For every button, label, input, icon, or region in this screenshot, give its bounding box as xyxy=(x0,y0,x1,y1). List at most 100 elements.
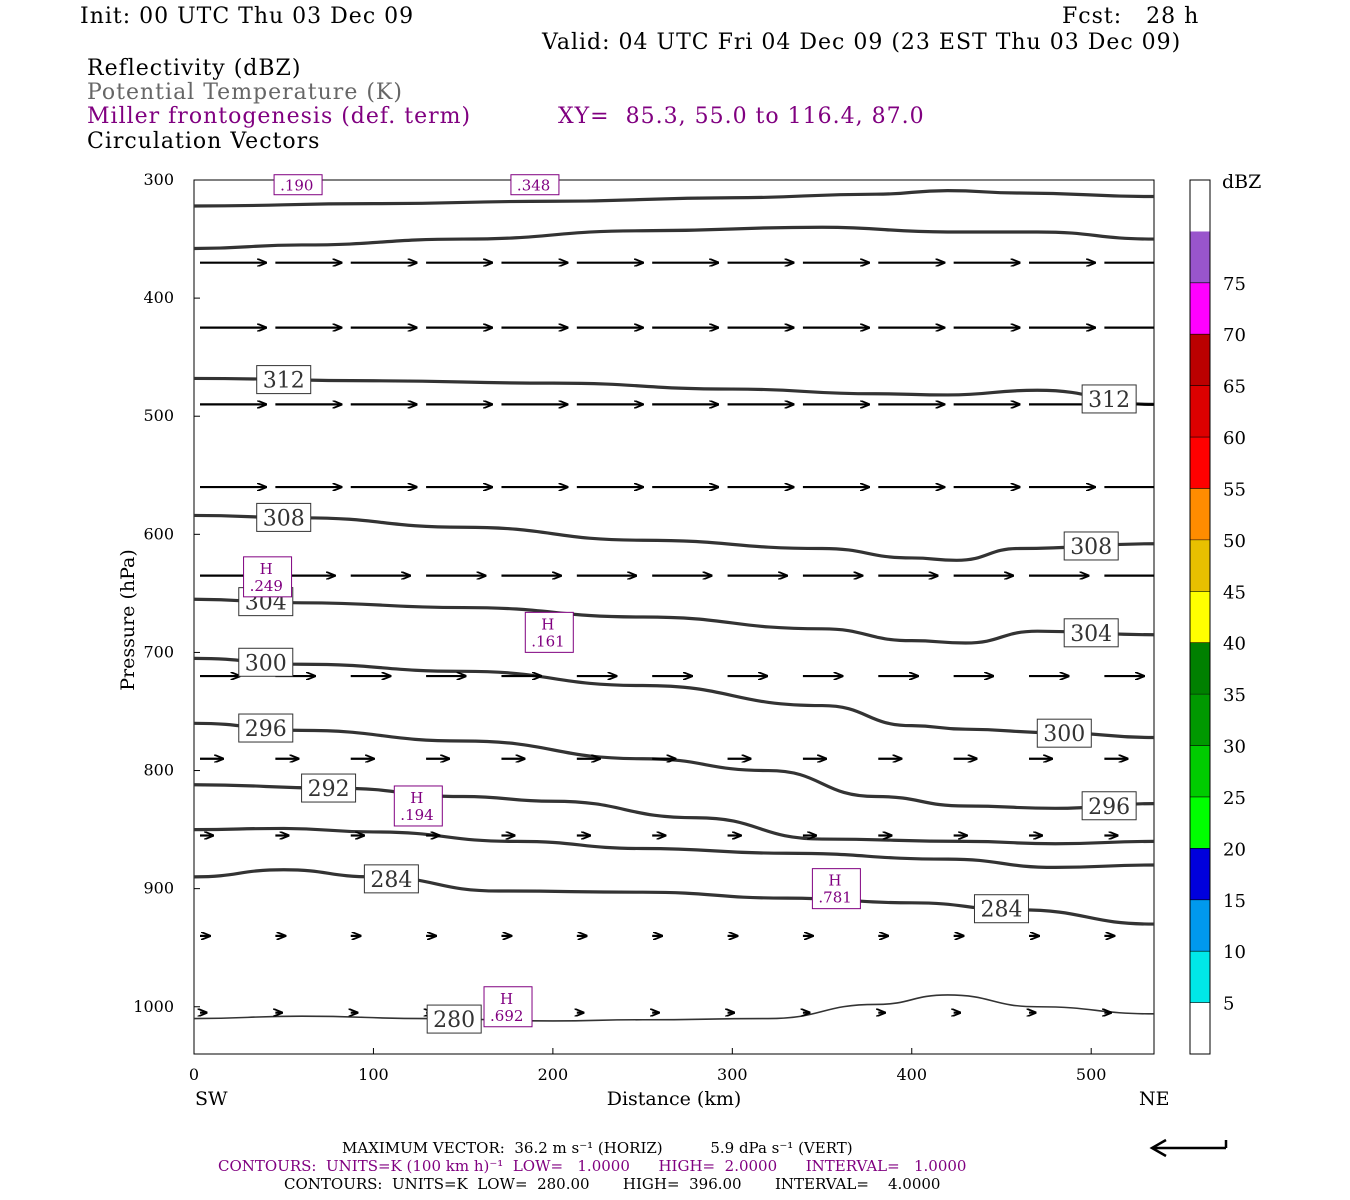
y-tick-label: 500 xyxy=(143,406,174,425)
colorbar-label: 5 xyxy=(1223,994,1234,1015)
colorbar-label: 70 xyxy=(1223,325,1246,346)
y-tick-label: 900 xyxy=(143,879,174,898)
colorbar-label: 65 xyxy=(1223,377,1246,398)
theta-contour-label: 284 xyxy=(370,868,412,893)
field-label-reflectivity: Reflectivity (dBZ) xyxy=(87,56,302,81)
x-tick-label: 400 xyxy=(896,1065,927,1084)
forecast-hour: Fcst: 28 h xyxy=(1062,4,1200,29)
field-label-frontogenesis: Miller frontogenesis (def. term) xyxy=(87,104,472,129)
theta-contour-300 xyxy=(194,656,1154,740)
theta-contour-label: 308 xyxy=(1070,535,1112,560)
theta-contour-324 xyxy=(194,189,1154,208)
frontogenesis-max-box xyxy=(811,868,861,910)
colorbar-segment xyxy=(1190,899,1210,952)
frontogenesis-max-box xyxy=(243,556,293,598)
colorbar-label: 50 xyxy=(1223,531,1246,552)
x-tick-label: 300 xyxy=(717,1065,748,1084)
x-end-left: SW xyxy=(195,1088,228,1110)
theta-contour-label: 280 xyxy=(433,1008,475,1033)
theta-contour-312 xyxy=(194,376,1154,407)
colorbar-label: 55 xyxy=(1223,479,1246,500)
x-end-right: NE xyxy=(1139,1088,1170,1110)
frontogenesis-max-label: H xyxy=(541,615,554,633)
theta-contour-308 xyxy=(194,513,1154,562)
frontogenesis-max-label: H xyxy=(500,990,513,1008)
frontogenesis-max-box xyxy=(524,611,574,653)
max-vector-info: MAXIMUM VECTOR: 36.2 m s⁻¹ (HORIZ) 5.9 d… xyxy=(342,1139,853,1157)
colorbar-segment xyxy=(1190,180,1210,232)
theta-contour-label: 312 xyxy=(1088,388,1130,413)
x-tick-label: 500 xyxy=(1076,1065,1107,1084)
theta-contour-label: 304 xyxy=(1070,622,1112,647)
theta-contour-label: 292 xyxy=(308,777,350,802)
theta-label-box xyxy=(238,713,294,743)
y-tick-label: 700 xyxy=(143,642,174,661)
theta-contour-292 xyxy=(194,783,1154,846)
colorbar-segment xyxy=(1190,385,1210,438)
theta-contour-label: 300 xyxy=(245,651,287,676)
y-tick-label: 600 xyxy=(143,524,174,543)
theta-contour-label: 296 xyxy=(1088,795,1130,820)
cross-section-endpoints: XY= 85.3, 55.0 to 116.4, 87.0 xyxy=(558,104,925,129)
theta-label-box xyxy=(1081,791,1137,821)
frontogenesis-contour-info: CONTOURS: UNITS=K (100 km h)⁻¹ LOW= 1.00… xyxy=(218,1157,967,1175)
frontogenesis-max-value: .161 xyxy=(531,632,564,650)
theta-contour-280 xyxy=(194,994,1154,1022)
y-tick-label: 300 xyxy=(143,170,174,189)
colorbar-label: 40 xyxy=(1223,634,1246,655)
colorbar-segment xyxy=(1190,642,1210,695)
theta-contour-label: 308 xyxy=(263,506,305,531)
y-axis-title: Pressure (hPa) xyxy=(117,549,139,691)
theta-contour-304 xyxy=(194,597,1154,645)
theta-contour-label: 284 xyxy=(980,898,1022,923)
frontogenesis-max-label: H xyxy=(410,789,423,807)
frontogenesis-max-value: .348 xyxy=(517,177,550,195)
field-label-vectors: Circulation Vectors xyxy=(87,129,321,154)
colorbar-segment xyxy=(1190,488,1210,540)
y-tick-label: 400 xyxy=(143,288,174,307)
theta-label-box xyxy=(256,502,312,532)
theta-label-box xyxy=(238,647,294,677)
colorbar-segment xyxy=(1190,437,1210,489)
valid-time: Valid: 04 UTC Fri 04 Dec 09 (23 EST Thu … xyxy=(542,30,1182,55)
frontogenesis-max-value: .781 xyxy=(818,889,851,907)
theta-label-box xyxy=(1036,718,1092,748)
theta-contour-label: 300 xyxy=(1043,722,1085,747)
x-tick-label: 200 xyxy=(538,1065,569,1084)
frontogenesis-max-box xyxy=(273,174,323,196)
field-label-theta: Potential Temperature (K) xyxy=(87,80,403,105)
theta-label-box xyxy=(1081,384,1137,414)
colorbar-segment xyxy=(1190,745,1210,797)
colorbar-segment xyxy=(1190,1002,1210,1054)
frontogenesis-max-box xyxy=(393,785,443,827)
theta-label-box xyxy=(301,773,357,803)
colorbar-title: dBZ xyxy=(1222,171,1261,193)
theta-contour-label: 312 xyxy=(263,369,305,394)
theta-contour-label: 296 xyxy=(245,717,287,742)
colorbar-segment xyxy=(1190,231,1210,283)
colorbar-segment xyxy=(1190,694,1210,746)
frontogenesis-max-value: .190 xyxy=(280,177,313,195)
theta-label-box xyxy=(1063,618,1119,648)
colorbar-segment xyxy=(1190,591,1210,643)
theta-label-box xyxy=(426,1004,482,1034)
theta-label-box xyxy=(363,864,419,894)
frontogenesis-max-value: .692 xyxy=(490,1007,523,1025)
theta-contour-info: CONTOURS: UNITS=K LOW= 280.00 HIGH= 396.… xyxy=(284,1175,941,1193)
frontogenesis-max-label: H xyxy=(828,872,841,890)
colorbar-segment xyxy=(1190,282,1210,335)
colorbar-segment xyxy=(1190,334,1210,386)
colorbar-label: 35 xyxy=(1223,685,1246,706)
theta-contour-288 xyxy=(194,826,1154,869)
colorbar-segment xyxy=(1190,848,1210,900)
frontogenesis-max-box xyxy=(483,986,533,1028)
theta-contour-316 xyxy=(194,225,1154,251)
colorbar-label: 20 xyxy=(1223,839,1246,860)
theta-label-box xyxy=(973,894,1029,924)
colorbar-label: 60 xyxy=(1223,428,1246,449)
theta-label-box xyxy=(1063,531,1119,561)
colorbar-label: 45 xyxy=(1223,582,1246,603)
frontogenesis-max-value: .249 xyxy=(250,577,283,595)
frontogenesis-max-box xyxy=(510,174,560,196)
